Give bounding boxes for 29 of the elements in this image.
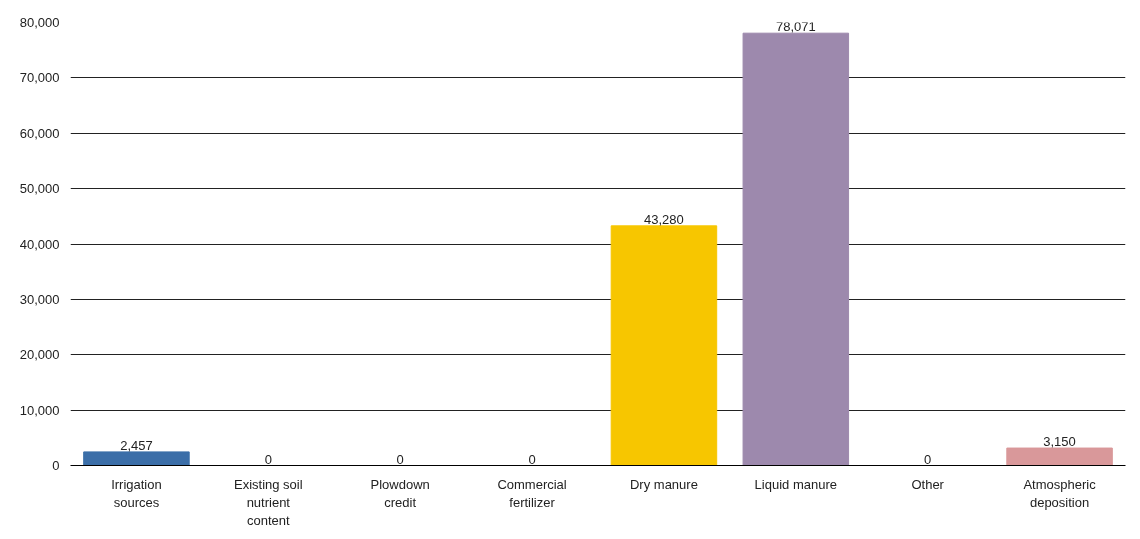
data-label: 2,457: [120, 437, 153, 453]
bar: [742, 32, 850, 466]
bar: [83, 451, 190, 466]
data-label: 3,150: [1043, 434, 1076, 450]
x-tick-label: Liquid manure: [754, 476, 838, 492]
y-tick-label: 0: [52, 458, 60, 473]
data-label: 43,280: [644, 211, 684, 227]
x-tick-label: Plowdown credit: [370, 476, 430, 510]
data-label: 0: [528, 451, 536, 467]
y-tick-label: 20,000: [19, 347, 60, 363]
y-tick-label: 50,000: [19, 181, 60, 197]
data-label: 0: [924, 451, 932, 467]
x-tick-label: Other: [911, 476, 945, 492]
x-tick-label: Irrigation sources: [111, 476, 162, 510]
y-tick-label: 30,000: [19, 291, 60, 307]
x-tick-label: Commercial fertilizer: [497, 476, 567, 510]
x-tick-label: Existing soil nutrient content: [233, 476, 303, 528]
data-label: 78,071: [775, 19, 816, 35]
y-tick-label: 10,000: [19, 402, 60, 418]
y-tick-label: 80,000: [19, 15, 60, 30]
data-label: 0: [396, 451, 404, 467]
y-tick-label: 60,000: [19, 125, 60, 141]
y-tick-label: 40,000: [19, 236, 60, 252]
data-label: 0: [264, 451, 272, 467]
bar: [1006, 447, 1113, 466]
x-tick-label: Dry manure: [629, 476, 698, 492]
x-tick-label: Atmospheric deposition: [1023, 476, 1097, 510]
y-tick-label: 70,000: [19, 70, 60, 86]
bar: [610, 225, 718, 466]
